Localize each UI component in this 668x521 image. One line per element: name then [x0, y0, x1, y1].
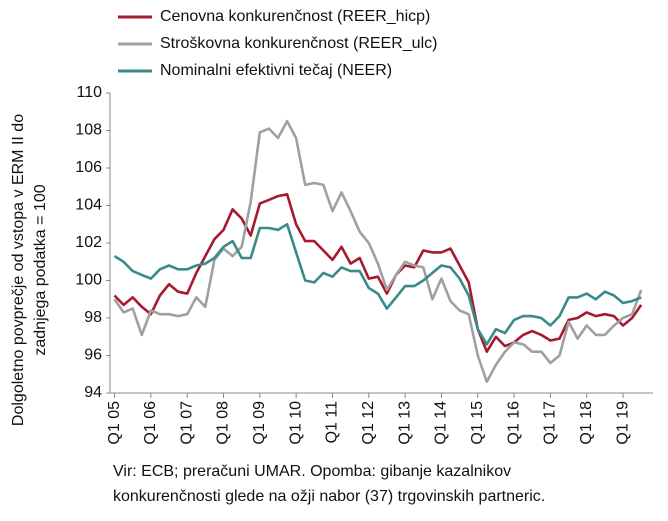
y-tick-label: 100 [75, 272, 102, 289]
y-tick-label: 96 [84, 347, 102, 364]
x-tick-label: Q1 09 [251, 401, 268, 445]
y-tick-label: 98 [84, 309, 102, 326]
y-tick-label: 102 [75, 234, 102, 251]
series-line [113, 223, 642, 346]
x-tick-label: Q1 08 [215, 401, 232, 445]
y-axis-title: Dolgoletno povprečje od vstopa v ERM II … [10, 114, 27, 426]
x-tick-label: Q1 06 [142, 401, 159, 445]
x-tick-label: Q1 16 [505, 401, 522, 445]
series-line [113, 193, 643, 354]
y-tick-label: 104 [75, 197, 102, 214]
x-tick-label: Q1 07 [178, 401, 195, 445]
legend-label: Cenovna konkurenčnost (REER_hicp) [160, 8, 430, 25]
note-line: Vir: ECB; preračuni UMAR. Opomba: gibanj… [113, 463, 511, 480]
x-tick-label: Q1 14 [433, 401, 450, 445]
x-tick-label: Q1 19 [614, 401, 631, 445]
x-tick-label: Q1 13 [396, 401, 413, 445]
x-tick-label: Q1 12 [360, 401, 377, 445]
y-axis-title: zadnjega podatka = 100 [32, 184, 49, 355]
x-tick-label: Q1 17 [542, 401, 559, 445]
series-line [113, 119, 643, 384]
x-tick-label: Q1 18 [578, 401, 595, 445]
legend-label: Stroškovna konkurenčnost (REER_ulc) [160, 35, 437, 52]
x-tick-label: Q1 10 [287, 401, 304, 445]
y-tick-label: 110 [76, 84, 102, 101]
y-tick-label: 94 [84, 384, 102, 401]
y-tick-label: 108 [75, 122, 102, 139]
x-tick-label: Q1 15 [469, 401, 486, 445]
legend-label: Nominalni efektivni tečaj (NEER) [160, 62, 392, 79]
x-tick-label: Q1 05 [106, 401, 123, 445]
x-tick-label: Q1 11 [324, 401, 341, 444]
note-line: konkurenčnosti glede na ožji nabor (37) … [113, 488, 545, 505]
y-tick-label: 106 [75, 159, 102, 176]
